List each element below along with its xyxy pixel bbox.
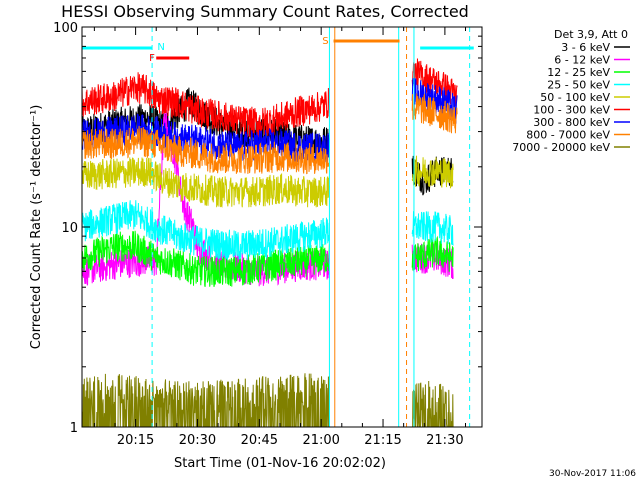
legend-title: Det 3,9, Att 0 — [554, 28, 628, 41]
chart-title: HESSI Observing Summary Count Rates, Cor… — [61, 2, 469, 21]
plot-timestamp: 30-Nov-2017 11:06 — [549, 469, 636, 479]
y-axis-label: Corrected Count Rate (s⁻¹ detector⁻¹) — [29, 105, 44, 350]
plot-area: NF S — [81, 27, 474, 428]
x-axis-label: Start Time (01-Nov-16 20:02:02) — [174, 456, 386, 471]
flag-label-F: F — [149, 53, 155, 64]
x-tick-label-1: 20:30 — [179, 433, 216, 448]
legend-entry-7: 800 - 7000 keV — [526, 129, 610, 142]
series-7-line — [81, 93, 458, 175]
y-tick-label-2: 100 — [53, 21, 78, 36]
flag-label-N: N — [157, 42, 164, 53]
y-tick-label-0: 1 — [70, 421, 78, 436]
series-4-line — [81, 155, 454, 208]
x-tick-label-5: 21:30 — [426, 433, 463, 448]
series-5-trace — [81, 58, 458, 138]
x-tick-label-0: 20:15 — [117, 433, 154, 448]
flag-label-S: S — [322, 36, 328, 47]
y-axis: 1 10 100 — [53, 21, 482, 436]
legend-entry-0: 3 - 6 keV — [561, 41, 610, 54]
legend-entry-1: 6 - 12 keV — [554, 54, 610, 67]
legend-entry-4: 50 - 100 keV — [540, 91, 610, 104]
series-5-line — [81, 58, 458, 138]
series-4-trace — [81, 155, 454, 208]
series-7-trace — [81, 93, 458, 175]
legend-entry-3: 25 - 50 keV — [547, 79, 610, 92]
legend-entry-2: 12 - 25 keV — [547, 66, 610, 79]
x-axis: 20:15 20:30 20:45 21:00 21:15 21:30 — [93, 27, 467, 448]
legend-entry-8: 7000 - 20000 keV — [512, 141, 610, 154]
y-tick-label-1: 10 — [61, 221, 78, 236]
legend-entry-5: 100 - 300 keV — [533, 104, 610, 117]
x-tick-label-3: 21:00 — [302, 433, 339, 448]
x-tick-label-4: 21:15 — [364, 433, 401, 448]
x-tick-label-2: 20:45 — [241, 433, 278, 448]
series-3-line — [81, 200, 454, 261]
legend-entry-6: 300 - 800 keV — [533, 116, 610, 129]
series-3-trace — [81, 200, 454, 261]
